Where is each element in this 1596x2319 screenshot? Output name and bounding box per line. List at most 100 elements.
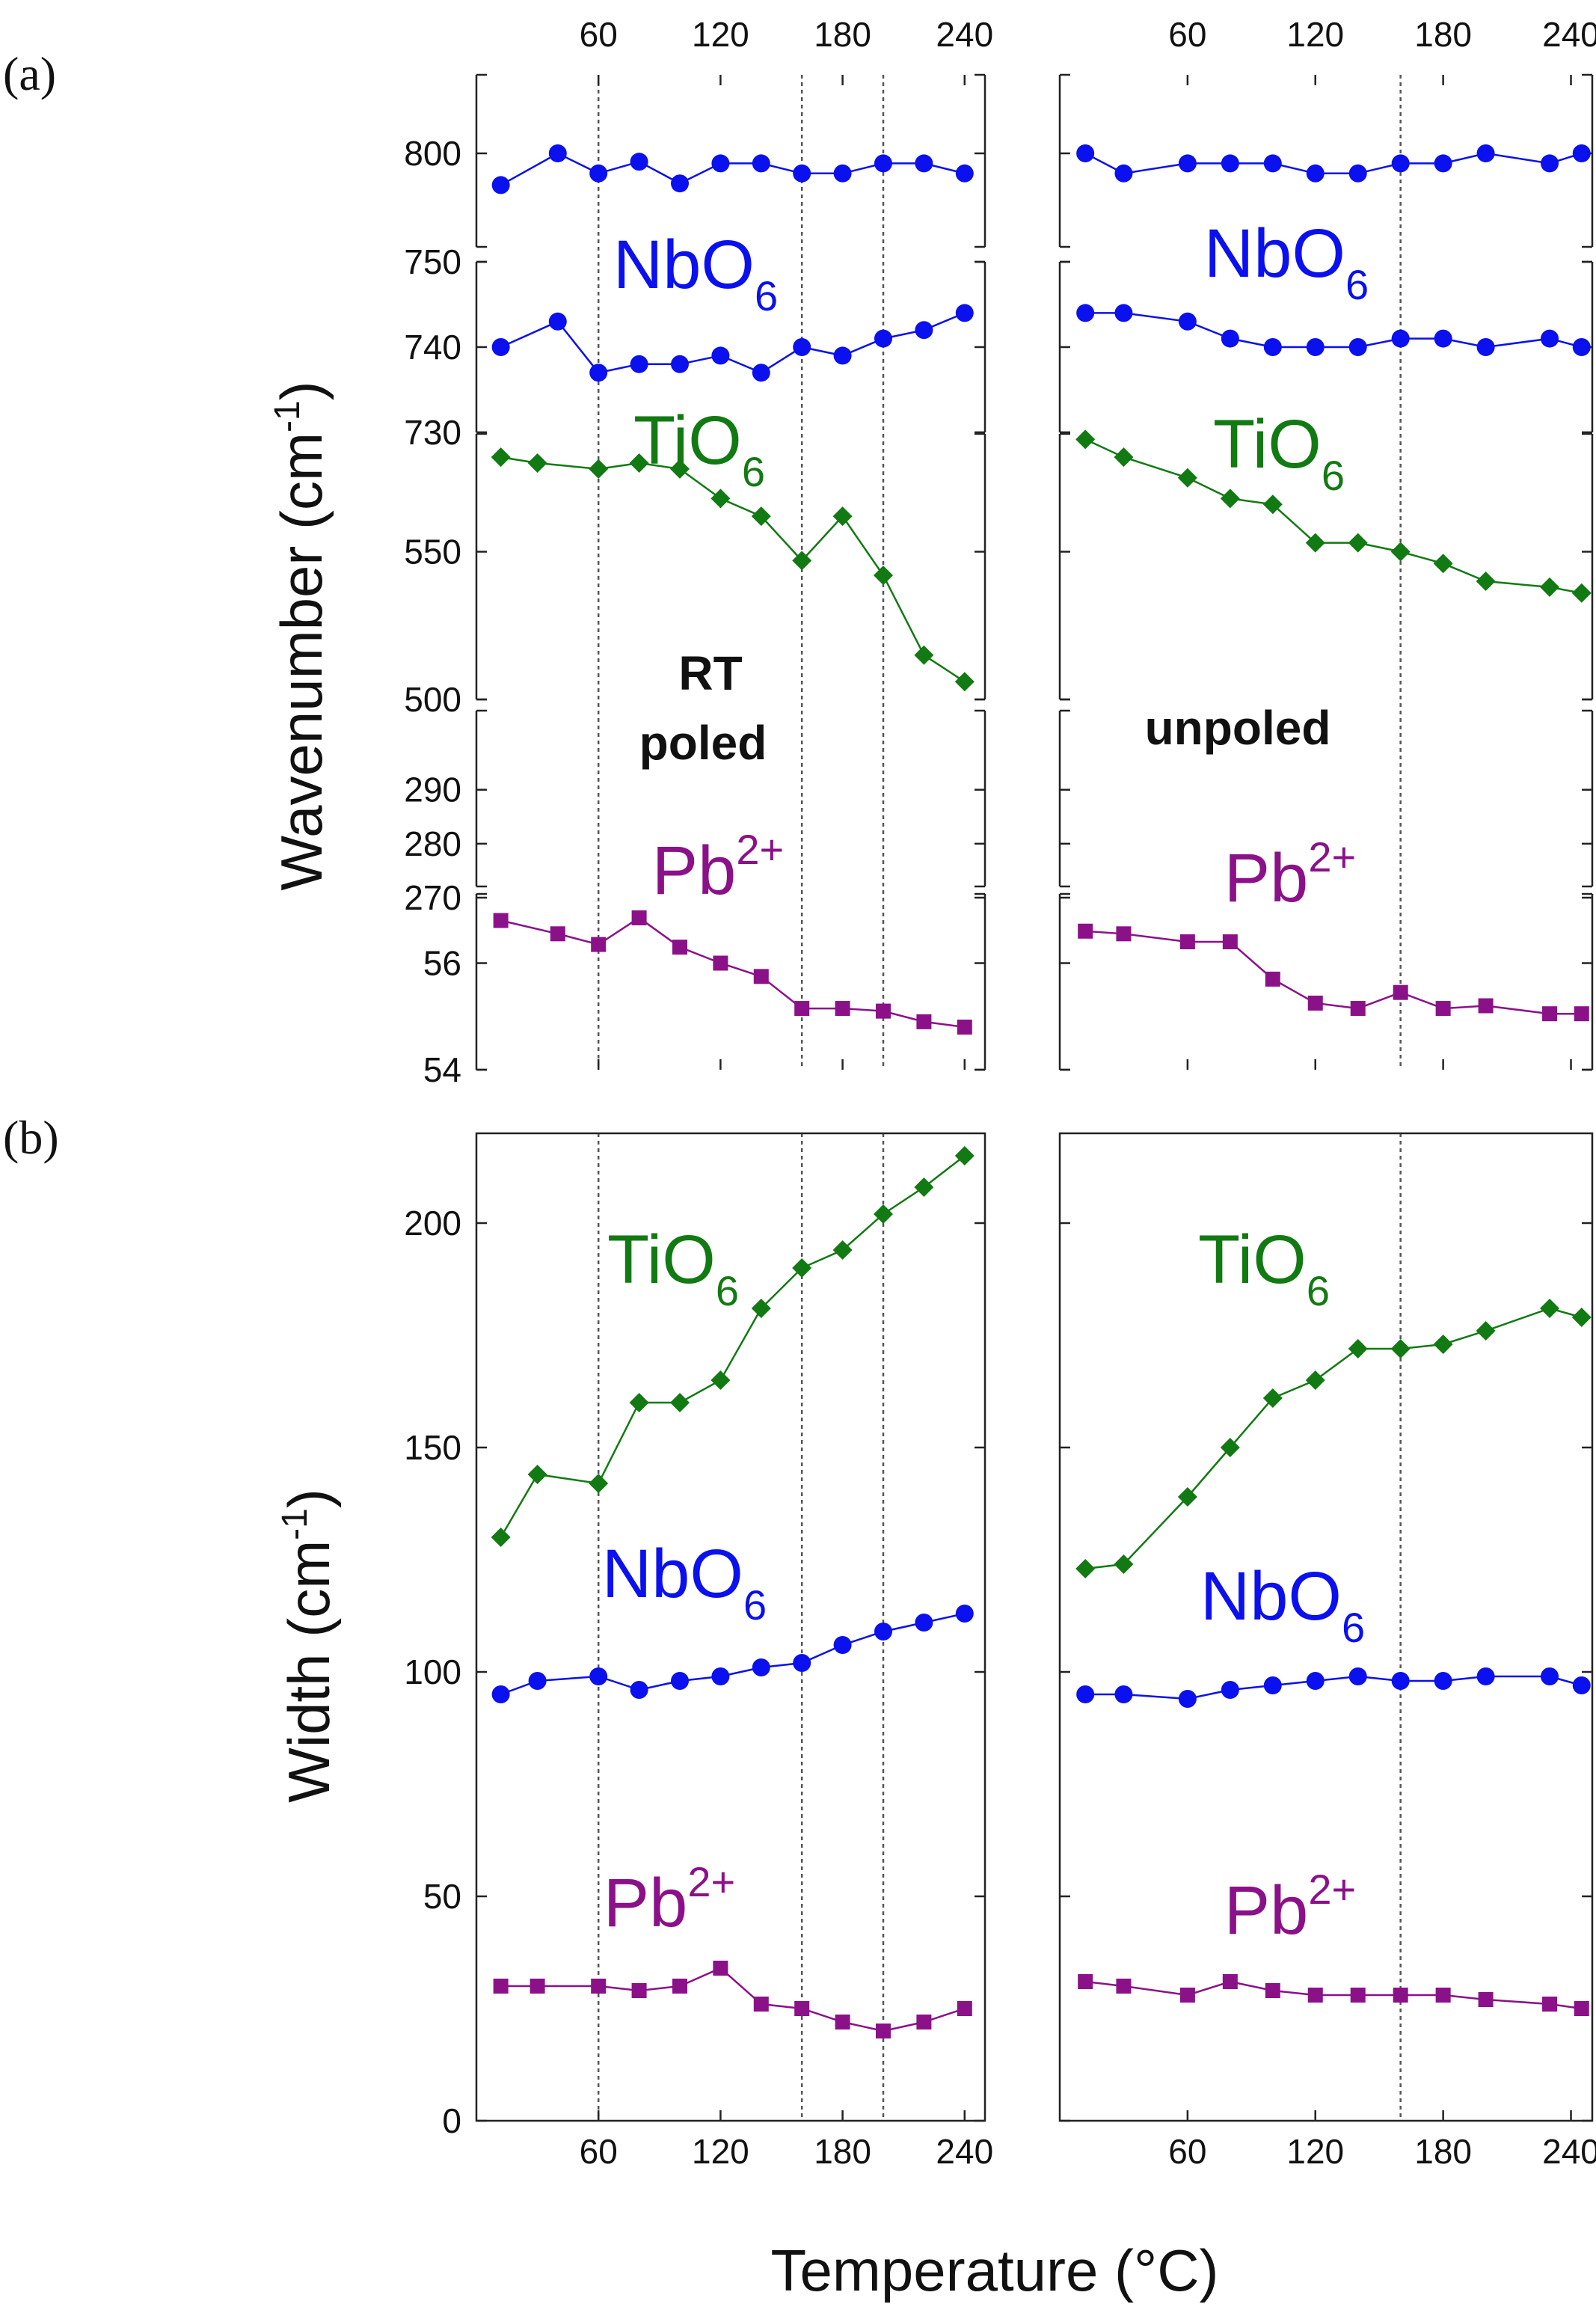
b-poled-tio6-point-8 [832, 1240, 853, 1260]
a-unpoled-xtick-label-0: 60 [1168, 15, 1206, 54]
b-poled-tio6-point-11 [954, 1146, 975, 1165]
b-poled-tio6-point-7 [792, 1258, 812, 1278]
b-unpoled-nbo6-point-5 [1306, 1672, 1325, 1690]
a-unpoled-pb2-seg4-point-2 [1179, 934, 1195, 949]
a-poled-nbo6-seg1-point-1 [548, 312, 567, 331]
a-unpoled-nbo6-seg0-line [1084, 152, 1583, 175]
a-unpoled-pb2-seg4-point-5 [1307, 995, 1323, 1011]
b-poled-tio6-point-2 [589, 1474, 609, 1493]
b-unpoled-tio6-point-11 [1571, 1308, 1592, 1327]
b-poled-nbo6-point-9 [874, 1623, 892, 1641]
b-poled-pb2-point-3 [631, 1983, 647, 1998]
a-poled-nbo6-seg1-line [500, 312, 966, 374]
a-poled-nbo6-seg0-point-9 [874, 154, 892, 173]
b-unpoled-pb2-point-2 [1179, 1988, 1195, 2003]
b-unpoled-pb2-point-6 [1350, 1988, 1366, 2003]
b-poled-nbo6-line [500, 1612, 966, 1696]
b-unpoled-tio6-point-7 [1390, 1339, 1411, 1358]
b-unpoled-pb2-label: Pb2+ [1224, 1866, 1356, 1949]
a-unpoled-nbo6-seg0-point-7 [1391, 154, 1410, 173]
b-poled-nbo6-point-3 [630, 1681, 648, 1699]
a-unpoled-nbo6-seg1-point-9 [1476, 338, 1495, 356]
b-poled-pb2-point-8 [835, 2015, 850, 2029]
b-poled-nbo6-point-7 [793, 1654, 811, 1672]
a-unpoled-xtick-label-3: 240 [1542, 15, 1596, 54]
a-unpoled-nbo6-seg1-point-7 [1391, 329, 1410, 348]
a-poled-pb2-seg4-point-3 [631, 910, 647, 925]
a-unpoled-nbo6-seg0-point-2 [1178, 154, 1197, 173]
a-poled-xtick-label-3: 240 [936, 15, 993, 54]
b-unpoled-tio6-point-10 [1540, 1299, 1560, 1318]
b-unpoled-xtick-label-0: 60 [1168, 2132, 1206, 2171]
a-unpoled-pb2-seg4-point-10 [1542, 1006, 1558, 1022]
b-ytick-label-4: 200 [404, 1204, 461, 1243]
a-poled-label-seg0: NbO6 [613, 227, 778, 319]
a-unpoled-nbo6-seg0-point-9 [1476, 144, 1495, 162]
a-poled-xtick-label-1: 120 [692, 15, 749, 54]
a-poled-pb2-seg4-point-2 [591, 937, 607, 952]
b-poled-nbo6-point-10 [915, 1614, 933, 1632]
a-unpoled-nbo6-seg1-point-5 [1306, 338, 1325, 356]
b-poled-pb2-point-10 [916, 2015, 932, 2029]
a-unpoled-tio6-seg2-point-9 [1476, 572, 1496, 591]
b-poled-xtick-label-1: 120 [692, 2132, 749, 2171]
a-poled-nbo6-seg0-point-10 [915, 154, 933, 173]
a-poled-pb2-seg4-point-10 [916, 1014, 932, 1029]
b-unpoled-tio6-point-5 [1305, 1370, 1325, 1390]
a-poled-tio6-seg2-point-6 [751, 506, 771, 527]
b-poled-plot-frame [475, 1132, 986, 2122]
b-unpoled-nbo6-point-6 [1348, 1667, 1367, 1685]
a-unpoled-label-seg4: Pb2+ [1224, 833, 1356, 916]
a-unpoled-nbo6-seg1-point-1 [1114, 304, 1133, 322]
b-poled-tio6-line [500, 1155, 966, 1538]
a-ytick-label-4-0: 56 [423, 944, 461, 983]
a-unpoled-pb2-seg4-point-7 [1393, 984, 1408, 1000]
a-unpoled-tio6-seg2-point-6 [1348, 533, 1368, 553]
b-unpoled-plot-frame [1058, 1132, 1594, 2122]
b-ytick-label-3: 150 [404, 1428, 461, 1467]
a-poled-pb2-seg4-point-8 [835, 1001, 850, 1017]
b-poled-xtick-label-0: 60 [580, 2132, 618, 2171]
a-poled-pb2-seg4-point-9 [876, 1003, 891, 1019]
a-unpoled-tio6-seg2-point-7 [1390, 542, 1411, 562]
a-unpoled-tio6-seg2-point-10 [1540, 577, 1560, 597]
b-unpoled-pb2-point-9 [1478, 1992, 1494, 2007]
a-unpoled-tio6-seg2-point-0 [1075, 429, 1096, 450]
b-unpoled-tio6-point-8 [1433, 1335, 1453, 1354]
unpoled-label: unpoled [1145, 701, 1331, 755]
a-unpoled-pb2-seg4-point-1 [1116, 926, 1132, 942]
a-poled-nbo6-seg1-point-7 [793, 338, 811, 356]
a-unpoled-xtick-label-2: 180 [1414, 15, 1472, 54]
b-poled-nbo6-point-2 [589, 1667, 608, 1685]
a-poled-label-seg4: Pb2+ [652, 826, 784, 909]
b-poled-pb2-point-0 [493, 1979, 509, 1994]
a-poled-tio6-seg2-point-1 [527, 453, 547, 473]
a-ytick-label-3-1: 280 [404, 824, 461, 863]
b-poled-tio6-point-1 [527, 1465, 547, 1484]
y-axis-title-b: Width (cm-1) [275, 1489, 342, 1803]
b-poled-pb2-line [500, 1967, 966, 2032]
b-ytick-label-2: 100 [404, 1652, 461, 1691]
a-ytick-label-1-0: 750 [404, 242, 461, 281]
a-poled-tio6-seg2-point-7 [792, 551, 812, 571]
a-unpoled-nbo6-seg1-point-3 [1221, 329, 1239, 348]
a-unpoled-xtick-label-1: 120 [1286, 15, 1344, 54]
b-unpoled-xtick-label-2: 180 [1414, 2132, 1472, 2171]
a-poled-pb2-seg4-point-6 [753, 969, 769, 984]
a-ytick-label-3-2: 270 [404, 878, 461, 917]
b-poled-tio6-point-9 [874, 1204, 893, 1224]
a-unpoled-nbo6-seg0-point-11 [1572, 144, 1591, 162]
b-ytick-label-0: 0 [442, 2101, 461, 2140]
y-axis-title-a: Wavenumber (cm-1) [268, 381, 334, 890]
a-unpoled-label-seg0: NbO6 [1204, 215, 1369, 308]
a-poled-nbo6-seg0-point-2 [589, 164, 608, 183]
a-ytick-label-2-0: 550 [404, 533, 461, 572]
a-poled-nbo6-seg0-point-0 [491, 176, 510, 194]
a-unpoled-nbo6-seg0-point-6 [1348, 164, 1367, 183]
a-poled-tio6-seg2-point-9 [874, 566, 893, 586]
a-poled-nbo6-seg1-point-9 [874, 329, 892, 348]
panel-a-label: (a) [3, 47, 56, 100]
a-poled-nbo6-seg1-point-8 [833, 346, 852, 365]
a-unpoled-pb2-seg4-point-3 [1222, 934, 1238, 949]
